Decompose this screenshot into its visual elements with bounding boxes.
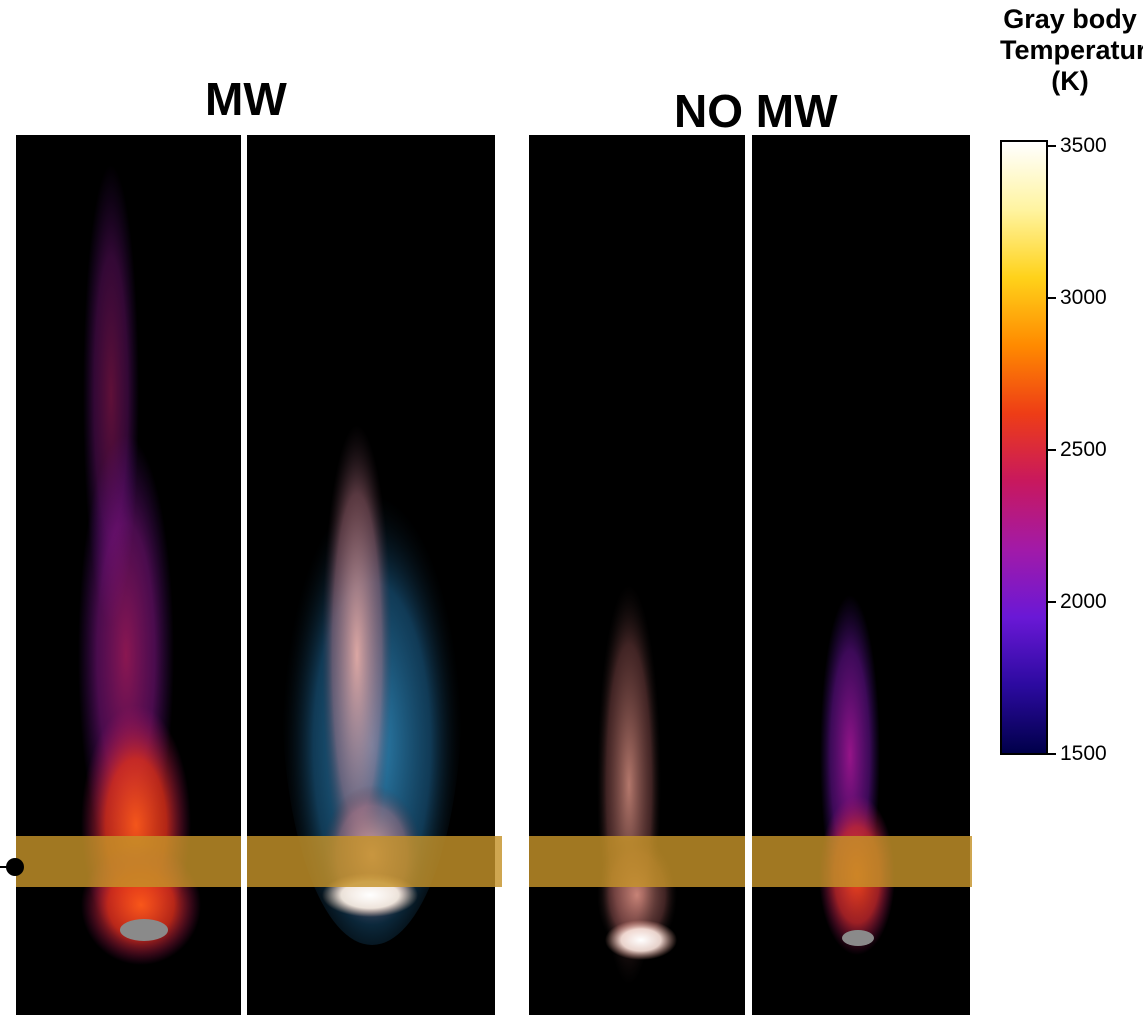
colorbar-tick bbox=[1048, 297, 1056, 299]
highlight-band-nomw-map bbox=[752, 836, 972, 887]
highlight-band-nomw-photo bbox=[529, 836, 745, 887]
pointer-dot bbox=[6, 858, 24, 876]
colorbar-title-line-3: (K) bbox=[1051, 66, 1089, 96]
colorbar-tick bbox=[1048, 601, 1056, 603]
mw-label: MW bbox=[205, 73, 287, 125]
colorbar-tick-label: 2000 bbox=[1060, 590, 1107, 613]
highlight-band-mw-photo bbox=[247, 836, 502, 887]
colorbar-tick bbox=[1048, 449, 1056, 451]
colorbar-title-line-2: Temperature bbox=[1000, 35, 1143, 65]
colorbar-tick bbox=[1048, 753, 1056, 755]
no-mw-label: NO MW bbox=[674, 85, 838, 137]
colorbar-tick-label: 3500 bbox=[1060, 134, 1107, 157]
temperature-colorbar bbox=[1000, 140, 1048, 755]
colorbar-tick-label: 3000 bbox=[1060, 286, 1107, 309]
colorbar-title: Gray body Temperature (K) bbox=[1000, 4, 1143, 97]
colorbar-tick-label: 1500 bbox=[1060, 742, 1107, 765]
highlight-band-mw-map bbox=[16, 836, 241, 887]
colorbar-tick-label: 2500 bbox=[1060, 438, 1107, 461]
colorbar-tick bbox=[1048, 145, 1056, 147]
colorbar-title-line-1: Gray body bbox=[1003, 4, 1137, 34]
